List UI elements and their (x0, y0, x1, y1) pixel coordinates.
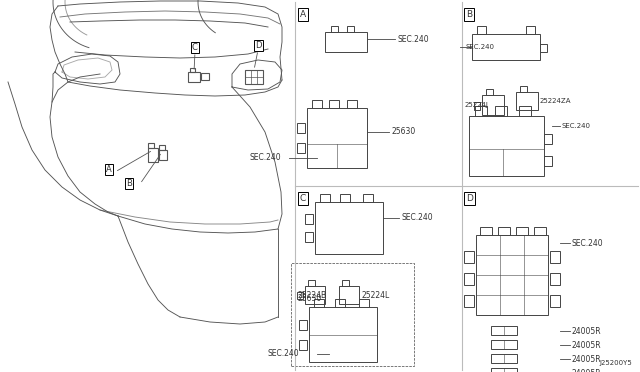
Bar (335, 299, 345, 307)
Bar (320, 194, 330, 202)
Bar (307, 108, 367, 168)
Bar (331, 26, 338, 32)
Bar (491, 340, 517, 349)
Text: 25224J: 25224J (465, 102, 489, 108)
Bar (340, 194, 350, 202)
Bar (245, 70, 263, 84)
Bar (516, 92, 538, 110)
Text: SEC.240: SEC.240 (397, 35, 429, 44)
Bar (480, 227, 492, 235)
Text: 24005R: 24005R (572, 327, 602, 336)
Bar (474, 102, 480, 110)
Text: SEC.240: SEC.240 (572, 238, 604, 247)
Bar (544, 156, 552, 166)
Bar (550, 295, 560, 307)
Bar (516, 227, 528, 235)
Bar (339, 286, 359, 304)
Bar (464, 251, 474, 263)
Text: A: A (106, 165, 112, 174)
Text: 24005R: 24005R (572, 340, 602, 350)
Bar (520, 86, 527, 92)
Bar (314, 299, 324, 307)
Text: D: D (255, 41, 262, 50)
Text: C: C (192, 43, 198, 52)
Bar (475, 106, 487, 116)
Text: 24005R: 24005R (572, 369, 602, 372)
Bar (486, 89, 493, 95)
Bar (315, 202, 383, 254)
Text: C: C (300, 194, 307, 203)
Text: 25630: 25630 (391, 128, 415, 137)
Bar (540, 44, 547, 52)
Bar (491, 326, 517, 335)
Text: B: B (466, 10, 472, 19)
Bar (544, 134, 552, 144)
Text: 25630: 25630 (298, 294, 323, 303)
Bar (347, 100, 357, 108)
Bar (359, 299, 369, 307)
Bar (534, 227, 546, 235)
Text: SEC.240: SEC.240 (562, 123, 591, 129)
Bar (308, 280, 315, 286)
Bar (159, 145, 165, 150)
Bar (347, 26, 354, 32)
Text: A: A (300, 10, 306, 19)
Bar (297, 143, 305, 153)
Bar (477, 26, 486, 34)
Bar (297, 292, 303, 299)
Text: SEC.240: SEC.240 (465, 44, 494, 50)
Bar (299, 320, 307, 330)
Bar (526, 26, 535, 34)
Bar (498, 227, 510, 235)
Bar (464, 273, 474, 285)
Bar (291, 263, 414, 366)
Text: SEC.240: SEC.240 (267, 350, 299, 359)
Text: SEC.240: SEC.240 (249, 154, 280, 163)
Bar (159, 150, 167, 160)
Bar (472, 34, 540, 60)
Bar (550, 273, 560, 285)
Bar (550, 251, 560, 263)
Bar (299, 340, 307, 350)
Bar (188, 72, 200, 82)
Bar (297, 123, 305, 133)
Bar (305, 286, 325, 304)
Bar (148, 148, 158, 162)
Bar (519, 106, 531, 116)
Bar (190, 68, 195, 72)
Bar (476, 235, 548, 315)
Bar (342, 280, 349, 286)
Bar (363, 194, 373, 202)
Bar (482, 95, 504, 115)
Text: D: D (466, 194, 473, 203)
Bar (312, 100, 322, 108)
Bar (495, 106, 507, 116)
Text: 25224ZA: 25224ZA (540, 98, 572, 104)
Bar (469, 116, 544, 176)
Text: B: B (126, 179, 132, 188)
Bar (148, 143, 154, 148)
Bar (309, 307, 377, 362)
Text: SEC.240: SEC.240 (401, 213, 433, 222)
Bar (464, 295, 474, 307)
Text: 24005R: 24005R (572, 355, 602, 363)
Bar (305, 214, 313, 224)
Bar (325, 32, 367, 52)
Bar (329, 100, 339, 108)
Bar (491, 354, 517, 363)
Bar (305, 232, 313, 242)
Text: J25200Y5: J25200Y5 (599, 360, 632, 366)
Text: 25224L: 25224L (361, 291, 389, 299)
Text: 25224B: 25224B (298, 291, 327, 299)
Bar (201, 73, 209, 80)
Bar (491, 368, 517, 372)
